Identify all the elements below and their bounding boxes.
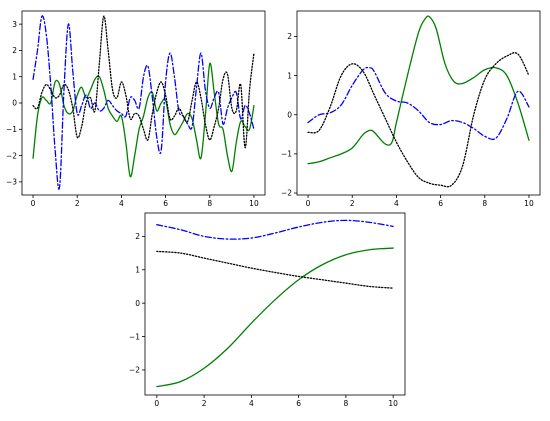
y-tick-label: −1	[6, 125, 17, 134]
x-tick-label: 0	[154, 399, 159, 408]
y-tick-label: −1	[129, 332, 140, 341]
y-tick-label: 1	[12, 72, 17, 81]
y-tick-label: 1	[135, 265, 140, 274]
axes-frame	[144, 212, 406, 396]
x-tick-label: 6	[163, 199, 168, 208]
series-group	[307, 15, 530, 188]
x-tick-label: 2	[75, 199, 80, 208]
x-tick-label: 2	[350, 199, 355, 208]
y-tick-label: 3	[12, 20, 17, 29]
series-line-solid	[156, 247, 394, 388]
y-tick-label: −2	[129, 366, 140, 375]
y-tick-label: −2	[6, 151, 17, 160]
x-tick-label: 4	[394, 199, 399, 208]
x-tick-label: 0	[306, 199, 311, 208]
x-tick-label: 10	[524, 199, 534, 208]
y-tick-label: 0	[135, 299, 140, 308]
series-line-solid	[307, 15, 530, 165]
series-group	[156, 219, 394, 388]
series-line-dotted	[32, 15, 255, 149]
y-tick-label: 2	[135, 232, 140, 241]
x-tick-label: 4	[119, 199, 124, 208]
x-tick-label: 4	[249, 399, 254, 408]
series-line-dotted	[156, 250, 394, 289]
x-tick-label: 2	[202, 399, 207, 408]
x-tick-label: 8	[482, 199, 487, 208]
axes-frame	[296, 10, 541, 196]
y-tick-label: −2	[281, 189, 292, 198]
series-line-dashdot	[32, 15, 255, 190]
y-tick-label: 0	[287, 110, 292, 119]
series-line-dashdot	[307, 66, 530, 141]
x-tick-label: 0	[31, 199, 36, 208]
x-tick-label: 8	[344, 399, 349, 408]
x-tick-label: 10	[249, 199, 259, 208]
x-tick-label: 6	[296, 399, 301, 408]
series-group	[32, 15, 255, 190]
y-tick-label: −3	[6, 178, 17, 187]
x-tick-label: 6	[438, 199, 443, 208]
y-tick-label: 2	[287, 32, 292, 41]
subplot-bottom-center: 0 2 4 6 8 10 −2 −1 0 1 2	[129, 212, 406, 408]
subplot-top-right: 0 2 4 6 8 10 −2 −1 0 1 2	[281, 10, 541, 208]
x-tick-label: 10	[388, 399, 398, 408]
series-line-dashdot	[156, 219, 394, 240]
x-tick-label: 8	[207, 199, 212, 208]
y-tick-label: 1	[287, 71, 292, 80]
y-tick-label: −1	[281, 150, 292, 159]
y-tick-label: 2	[12, 46, 17, 55]
y-tick-label: 0	[12, 99, 17, 108]
subplot-top-left: 0 2 4 6 8 10 −3 −2 −1 0 1 2 3	[6, 10, 266, 208]
